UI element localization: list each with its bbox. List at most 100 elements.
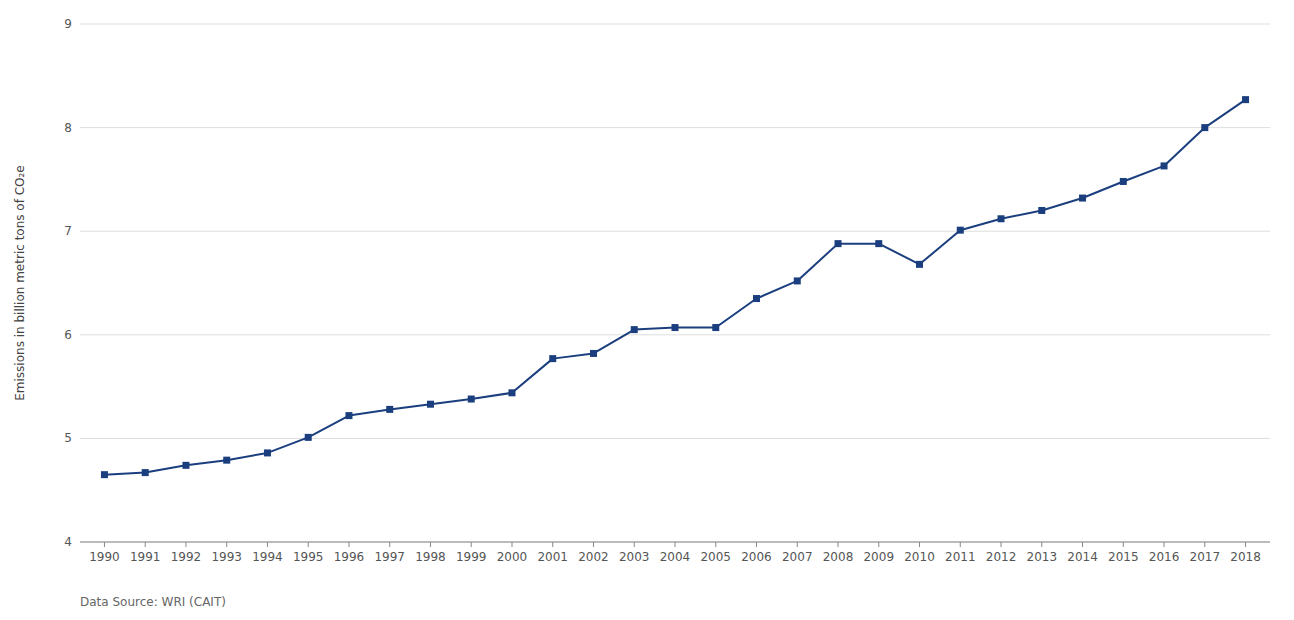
- x-tick-label: 2009: [863, 550, 894, 564]
- y-tick-label: 8: [64, 121, 72, 135]
- x-tick: [226, 542, 227, 547]
- x-tick: [471, 542, 472, 547]
- x-tick-label: 1994: [252, 550, 283, 564]
- x-tick: [511, 542, 512, 547]
- y-tick-label: 4: [64, 535, 72, 549]
- x-tick-label: 2006: [741, 550, 772, 564]
- x-tick-label: 2015: [1108, 550, 1139, 564]
- marker: [101, 471, 108, 478]
- x-tick: [838, 542, 839, 547]
- y-axis-label: Emissions in billion metric tons of CO₂e: [13, 165, 27, 401]
- x-tick: [308, 542, 309, 547]
- chart: 4 5 6 7 8 9 1990 1991 1992 1993 1994 1995 1996 1997 19…: [0, 0, 1294, 620]
- x-tick-label: 2004: [660, 550, 691, 564]
- x-tick-label: 2017: [1190, 550, 1221, 564]
- grid-line: [80, 438, 1270, 439]
- x-tick-label: 1990: [89, 550, 120, 564]
- x-tick-label: 2014: [1067, 550, 1098, 564]
- x-tick: [1001, 542, 1002, 547]
- marker: [142, 469, 149, 476]
- x-tick: [756, 542, 757, 547]
- x-tick-label: 2016: [1149, 550, 1180, 564]
- marker: [998, 215, 1005, 222]
- x-tick-label: 2007: [782, 550, 813, 564]
- x-tick-label: 1995: [293, 550, 324, 564]
- grid-line: [80, 334, 1270, 335]
- x-tick: [104, 542, 105, 547]
- x-tick-label: 1992: [171, 550, 202, 564]
- marker: [590, 350, 597, 357]
- x-tick: [552, 542, 553, 547]
- x-tick: [593, 542, 594, 547]
- x-tick: [919, 542, 920, 547]
- x-tick: [1123, 542, 1124, 547]
- marker: [223, 457, 230, 464]
- x-tick: [960, 542, 961, 547]
- marker: [753, 295, 760, 302]
- x-tick: [1041, 542, 1042, 547]
- marker: [631, 326, 638, 333]
- x-tick-label: 1993: [211, 550, 242, 564]
- x-tick-label: 1999: [456, 550, 487, 564]
- x-tick: [348, 542, 349, 547]
- marker: [1038, 207, 1045, 214]
- y-tick-label: 9: [64, 17, 72, 31]
- x-tick-label: 1996: [334, 550, 365, 564]
- x-tick-label: 2003: [619, 550, 650, 564]
- marker: [1079, 195, 1086, 202]
- x-tick: [634, 542, 635, 547]
- marker: [712, 324, 719, 331]
- x-tick: [185, 542, 186, 547]
- x-tick-label: 1998: [415, 550, 446, 564]
- x-tick: [1082, 542, 1083, 547]
- source-note: Data Source: WRI (CAIT): [80, 595, 226, 609]
- x-tick-label: 2000: [497, 550, 528, 564]
- marker: [835, 240, 842, 247]
- x-tick-label: 2010: [904, 550, 935, 564]
- x-tick-label: 2012: [986, 550, 1017, 564]
- marker: [916, 261, 923, 268]
- marker: [468, 396, 475, 403]
- marker: [305, 434, 312, 441]
- x-tick-label: 1997: [374, 550, 405, 564]
- marker: [427, 401, 434, 408]
- grid-line: [80, 127, 1270, 128]
- x-tick: [267, 542, 268, 547]
- x-tick: [878, 542, 879, 547]
- x-tick-label: 2005: [700, 550, 731, 564]
- marker: [672, 324, 679, 331]
- x-tick: [1204, 542, 1205, 547]
- x-tick: [1245, 542, 1246, 547]
- plot-area: [101, 96, 1249, 478]
- marker: [264, 449, 271, 456]
- marker: [345, 412, 352, 419]
- x-tick: [797, 542, 798, 547]
- y-tick-label: 7: [64, 224, 72, 238]
- marker: [1161, 162, 1168, 169]
- x-tick-label: 2013: [1027, 550, 1058, 564]
- grid-line: [80, 24, 1270, 25]
- x-tick-label: 2002: [578, 550, 609, 564]
- line: [104, 100, 1245, 475]
- x-tick-label: 2008: [823, 550, 854, 564]
- marker: [182, 462, 189, 469]
- marker: [875, 240, 882, 247]
- y-tick-label: 6: [64, 328, 72, 342]
- x-tick-label: 1991: [130, 550, 161, 564]
- marker: [794, 277, 801, 284]
- marker: [1242, 96, 1249, 103]
- marker: [1120, 178, 1127, 185]
- x-tick: [430, 542, 431, 547]
- x-tick: [389, 542, 390, 547]
- x-tick: [1164, 542, 1165, 547]
- marker: [549, 355, 556, 362]
- marker: [957, 227, 964, 234]
- x-tick-label: 2001: [537, 550, 568, 564]
- x-tick: [675, 542, 676, 547]
- x-tick: [715, 542, 716, 547]
- x-tick-label: 2011: [945, 550, 976, 564]
- grid-line: [80, 231, 1270, 232]
- x-tick: [145, 542, 146, 547]
- marker: [1201, 124, 1208, 131]
- y-tick-label: 5: [64, 431, 72, 445]
